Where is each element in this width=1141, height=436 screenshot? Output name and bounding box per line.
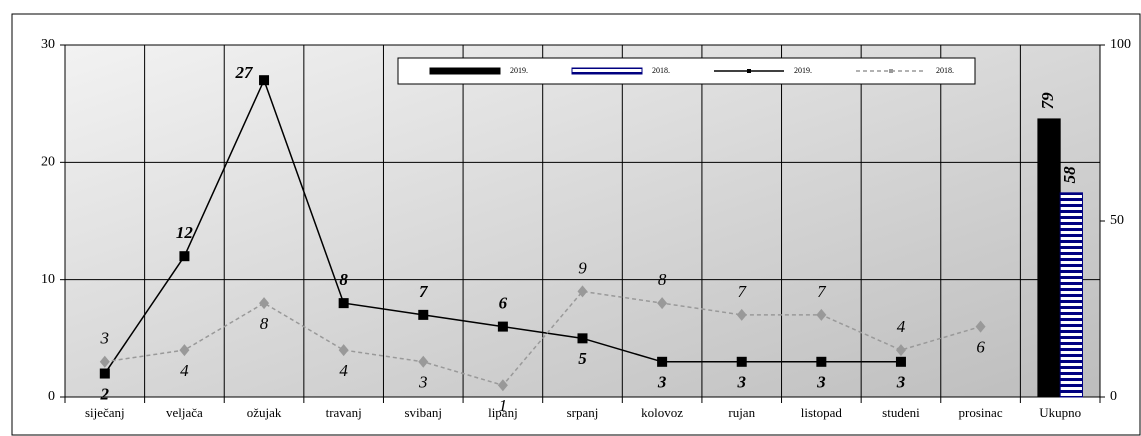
marker <box>736 308 747 321</box>
data-label: 3 <box>736 373 746 392</box>
data-label: 79 <box>1038 92 1057 110</box>
x-tick-label: siječanj <box>85 405 125 420</box>
x-tick-label: srpanj <box>567 405 599 420</box>
data-label: 3 <box>657 373 667 392</box>
data-label: 8 <box>658 270 667 289</box>
x-tick-label: rujan <box>728 405 755 420</box>
x-tick-label: travanj <box>326 405 362 420</box>
marker <box>497 379 508 392</box>
data-label: 7 <box>817 282 827 301</box>
data-label: 4 <box>897 317 906 336</box>
x-tick-label: Ukupno <box>1039 405 1081 420</box>
marker <box>816 356 827 367</box>
data-label: 7 <box>419 282 429 301</box>
marker <box>975 320 986 333</box>
marker <box>577 333 588 344</box>
y2-tick-label: 50 <box>1110 213 1124 228</box>
data-label: 27 <box>235 63 255 82</box>
marker <box>895 344 906 357</box>
marker <box>99 355 110 368</box>
marker <box>418 309 429 320</box>
x-tick-label: lipanj <box>488 405 518 420</box>
legend-marker <box>889 69 893 73</box>
data-label: 4 <box>339 361 348 380</box>
marker <box>179 251 190 262</box>
data-label: 8 <box>260 314 269 333</box>
marker <box>99 368 110 379</box>
y2-tick-label: 0 <box>1110 389 1117 404</box>
marker <box>657 297 668 310</box>
marker <box>338 298 349 309</box>
data-label: 9 <box>578 258 587 277</box>
legend-label: 2018. <box>936 66 954 75</box>
bar <box>1059 192 1083 398</box>
legend-swatch <box>429 67 501 75</box>
marker <box>895 356 906 367</box>
bar <box>1037 118 1061 398</box>
x-tick-label: svibanj <box>404 405 442 420</box>
data-label: 4 <box>180 361 189 380</box>
data-label: 3 <box>418 373 428 392</box>
data-label: 3 <box>896 373 906 392</box>
data-label: 7 <box>737 282 747 301</box>
line <box>104 290 981 387</box>
legend-label: 2019. <box>794 66 812 75</box>
marker <box>657 356 668 367</box>
data-label: 3 <box>100 329 110 348</box>
data-label: 2 <box>100 384 110 403</box>
plot-area <box>65 45 1100 397</box>
data-label: 6 <box>499 294 508 313</box>
data-label: 5 <box>578 349 587 368</box>
legend-label: 2018. <box>652 66 670 75</box>
marker <box>577 285 588 298</box>
y-tick-label: 30 <box>41 37 55 52</box>
marker <box>418 355 429 368</box>
data-label: 12 <box>176 223 194 242</box>
x-tick-label: ožujak <box>247 405 282 420</box>
y-tick-label: 0 <box>48 389 55 404</box>
marker <box>259 75 270 86</box>
x-tick-label: listopad <box>801 405 843 420</box>
x-tick-label: prosinac <box>959 405 1003 420</box>
marker <box>338 344 349 357</box>
x-tick-label: kolovoz <box>641 405 683 420</box>
y-tick-label: 10 <box>41 272 55 287</box>
legend-label: 2019. <box>510 66 528 75</box>
marker <box>816 308 827 321</box>
marker <box>736 356 747 367</box>
x-tick-label: studeni <box>882 405 920 420</box>
data-label: 58 <box>1060 166 1079 184</box>
marker <box>497 321 508 332</box>
marker <box>259 297 270 310</box>
data-label: 3 <box>816 373 826 392</box>
legend-swatch <box>571 67 643 75</box>
x-tick-label: veljača <box>166 405 203 420</box>
y-tick-label: 20 <box>41 155 55 170</box>
data-label: 6 <box>976 338 985 357</box>
y2-tick-label: 100 <box>1110 37 1131 52</box>
legend-marker <box>747 69 751 73</box>
data-label: 1 <box>499 396 508 415</box>
marker <box>179 344 190 357</box>
data-label: 8 <box>339 270 348 289</box>
